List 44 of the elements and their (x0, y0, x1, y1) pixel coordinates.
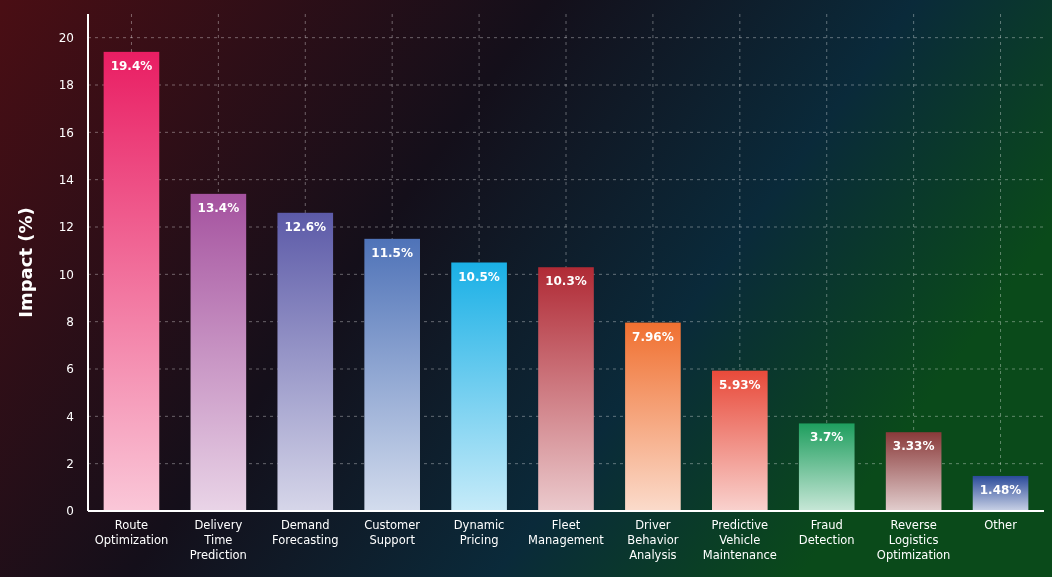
data-label: 10.3% (545, 274, 587, 289)
bar (885, 432, 942, 511)
data-label: 7.96% (632, 329, 674, 344)
x-tick-label: Reverse Logistics Optimization (876, 518, 951, 562)
x-tick-label: Other (984, 518, 1018, 532)
bar (277, 212, 334, 511)
bar (451, 262, 507, 511)
data-label: 19.4% (110, 58, 153, 73)
x-tick-label: Customer Support (364, 518, 421, 547)
y-tick-label: 2 (66, 456, 74, 471)
data-label: 11.5% (371, 245, 413, 260)
y-tick-label: 10 (58, 267, 74, 282)
data-label: 1.48% (979, 482, 1022, 497)
x-tick-label: Dynamic Pricing (453, 518, 505, 547)
bar (712, 370, 768, 511)
data-label: 13.4% (197, 200, 240, 215)
data-label: 3.33% (892, 439, 935, 454)
x-tick-label: Route Optimization (94, 518, 169, 547)
y-tick-label: 4 (66, 409, 74, 424)
y-tick-label: 16 (58, 125, 74, 140)
data-label: 5.93% (719, 377, 761, 392)
y-tick-label: 18 (58, 78, 74, 93)
bar (364, 238, 420, 511)
x-tick-label: Fleet Management (528, 518, 605, 547)
bar (190, 193, 247, 511)
bar (538, 267, 594, 511)
y-tick-label: 0 (66, 504, 74, 519)
data-label: 12.6% (284, 219, 327, 234)
x-tick-label: Predictive Vehicle Maintenance (702, 518, 777, 562)
bar (103, 51, 160, 511)
data-label: 10.5% (458, 269, 500, 284)
y-tick-label: 6 (66, 362, 74, 377)
y-tick-label: 8 (66, 314, 74, 329)
x-tick-label: Fraud Detection (798, 518, 855, 547)
y-tick-label: 20 (58, 30, 74, 45)
y-axis-title: Impact (%) (15, 207, 36, 318)
bar (625, 322, 681, 511)
x-tick-label: Delivery Time Prediction (189, 518, 247, 562)
x-tick-label: Demand Forecasting (272, 518, 339, 547)
y-tick-label: 12 (58, 220, 74, 235)
data-label: 3.7% (810, 430, 844, 445)
x-tick-label: Driver Behavior Analysis (627, 518, 679, 562)
y-tick-label: 14 (58, 172, 74, 187)
bar (798, 423, 855, 511)
